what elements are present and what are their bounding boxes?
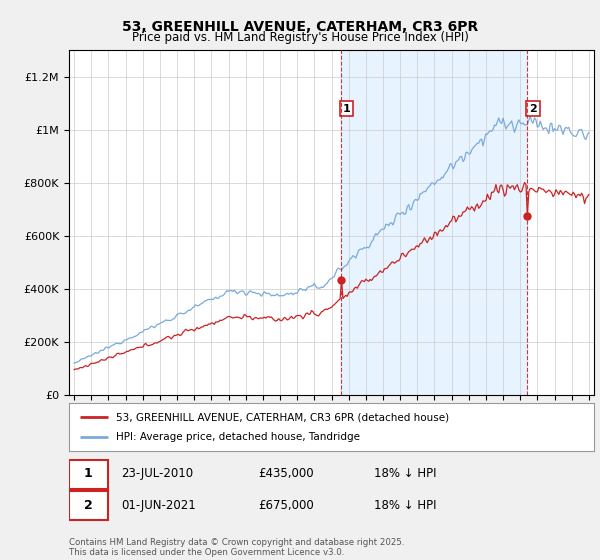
- Text: 2: 2: [529, 104, 537, 114]
- Text: 53, GREENHILL AVENUE, CATERHAM, CR3 6PR: 53, GREENHILL AVENUE, CATERHAM, CR3 6PR: [122, 20, 478, 34]
- Text: 1: 1: [84, 467, 93, 480]
- FancyBboxPatch shape: [69, 460, 109, 488]
- Bar: [341, 50, 527, 395]
- Text: 53, GREENHILL AVENUE, CATERHAM, CR3 6PR (detached house): 53, GREENHILL AVENUE, CATERHAM, CR3 6PR …: [116, 413, 449, 422]
- Text: 23-JUL-2010: 23-JUL-2010: [121, 467, 194, 480]
- Text: Contains HM Land Registry data © Crown copyright and database right 2025.
This d: Contains HM Land Registry data © Crown c…: [69, 538, 404, 557]
- Text: £675,000: £675,000: [258, 499, 314, 512]
- Text: 18% ↓ HPI: 18% ↓ HPI: [373, 499, 436, 512]
- Text: 2: 2: [84, 499, 93, 512]
- Text: 01-JUN-2021: 01-JUN-2021: [121, 499, 196, 512]
- Text: 1: 1: [343, 104, 350, 114]
- FancyBboxPatch shape: [69, 491, 109, 520]
- Text: £435,000: £435,000: [258, 467, 314, 480]
- Text: Price paid vs. HM Land Registry's House Price Index (HPI): Price paid vs. HM Land Registry's House …: [131, 31, 469, 44]
- Text: HPI: Average price, detached house, Tandridge: HPI: Average price, detached house, Tand…: [116, 432, 360, 442]
- Text: 18% ↓ HPI: 18% ↓ HPI: [373, 467, 436, 480]
